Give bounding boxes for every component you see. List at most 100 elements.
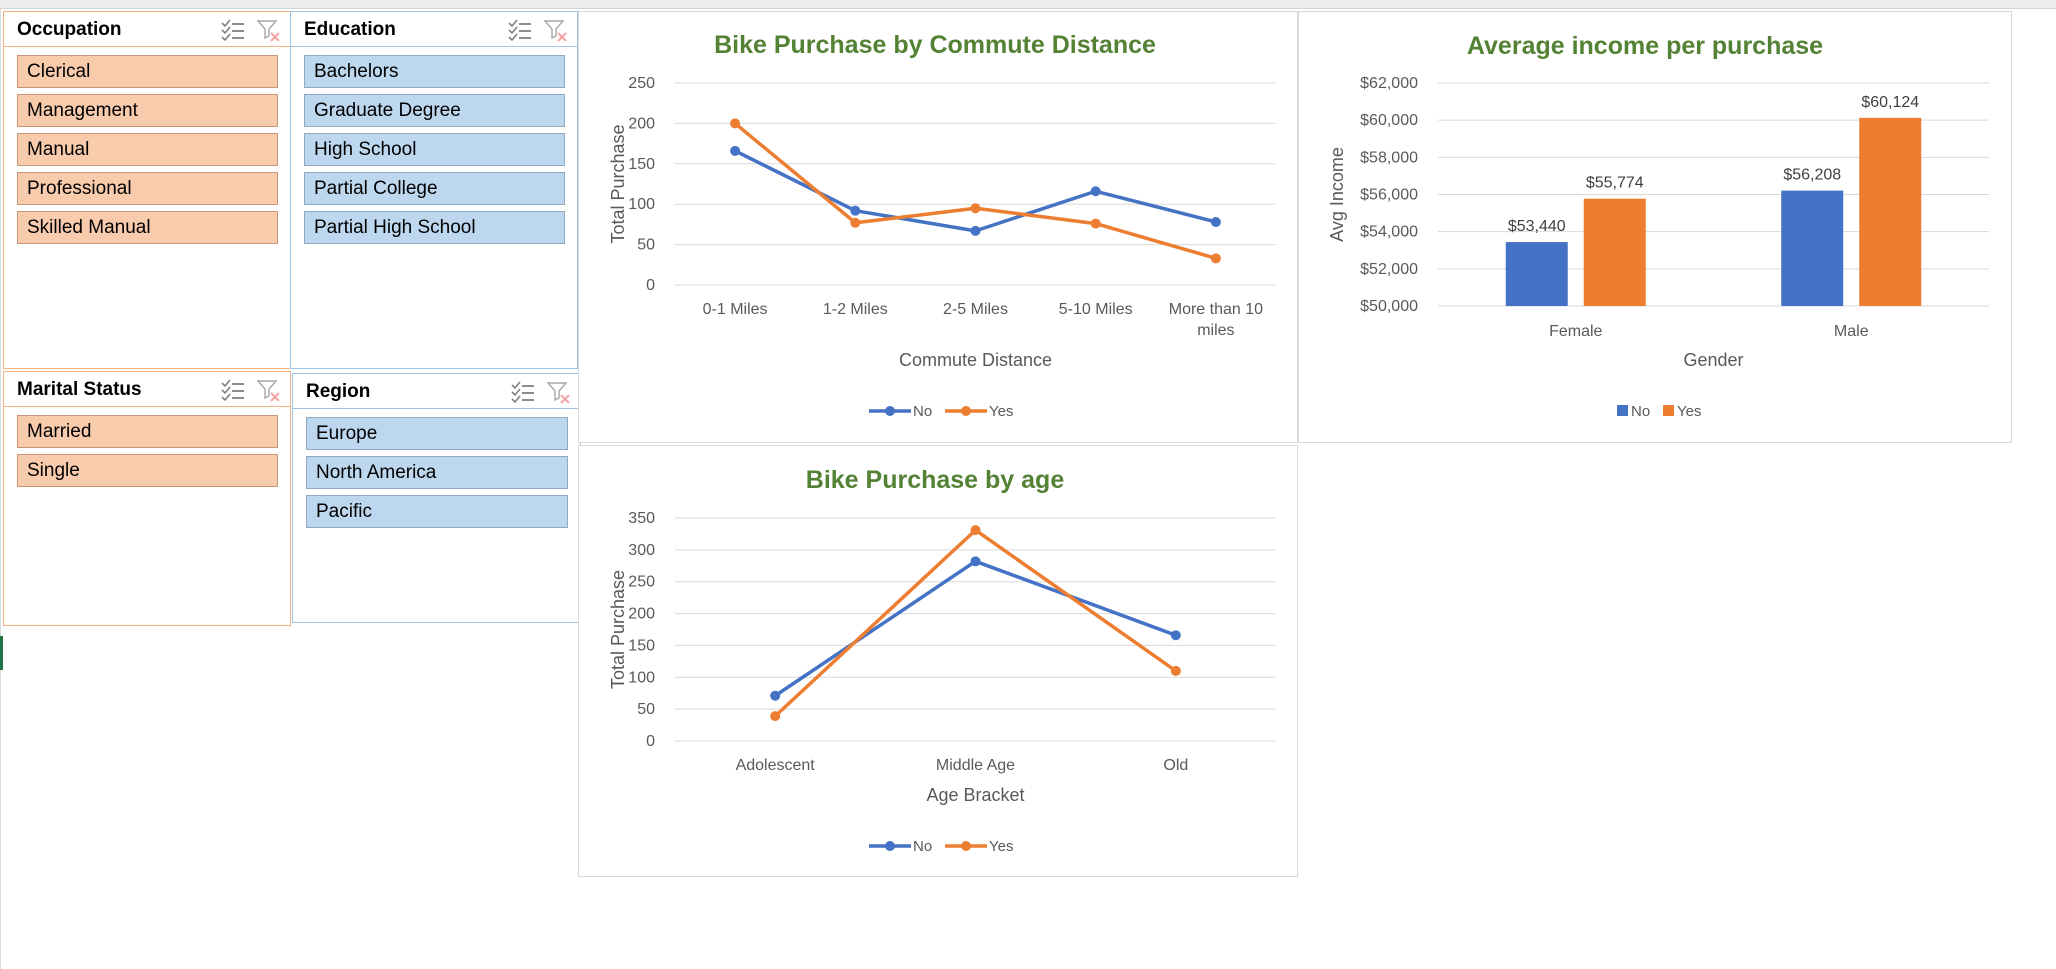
data-point[interactable] [970, 203, 981, 214]
slicer-item[interactable]: Management [17, 94, 278, 127]
commute-chart[interactable]: Bike Purchase by Commute Distance 0 50 100 1… [578, 11, 1298, 443]
data-label: $53,440 [1508, 218, 1566, 235]
series-line-no[interactable] [734, 149, 1217, 233]
legend-label: No [913, 403, 932, 420]
clear-filter-icon[interactable] [256, 18, 282, 42]
slicer-marital-status[interactable]: Marital Status Married Single [3, 371, 291, 626]
chart-svg: Bike Purchase by Commute Distance 0 50 100 1… [608, 31, 1276, 420]
slicer-education[interactable]: Education Bachelors Graduate Degree High Sc… [290, 11, 578, 369]
clear-filter-icon[interactable] [256, 378, 282, 402]
y-tick-label: 200 [628, 115, 655, 132]
data-point[interactable] [970, 556, 981, 567]
data-label: $55,774 [1586, 175, 1644, 192]
y-tick-label: 0 [646, 277, 655, 294]
y-tick-label: 0 [646, 733, 655, 750]
data-point[interactable] [730, 118, 741, 129]
slicer-title: Region [306, 381, 371, 402]
data-point[interactable] [970, 225, 981, 236]
x-tick-label: 2-5 Miles [943, 301, 1008, 318]
x-tick-label: More than 10 miles [1169, 301, 1263, 339]
legend-swatch [1617, 405, 1628, 416]
x-tick-label: 5-10 Miles [1059, 301, 1133, 318]
top-border [0, 0, 2056, 9]
age-chart[interactable]: Bike Purchase by age 0 50 100 150 200 250 300 35… [578, 445, 1298, 877]
slicer-header: Education [291, 12, 577, 47]
slicer-item[interactable]: Partial College [304, 172, 565, 205]
slicer-item[interactable]: Skilled Manual [17, 211, 278, 244]
slicer-items: Europe North America Pacific [306, 417, 568, 534]
data-point[interactable] [1090, 218, 1101, 229]
chart-title: Bike Purchase by Commute Distance [714, 31, 1156, 59]
data-point[interactable] [770, 690, 781, 701]
slicer-items: Married Single [17, 415, 278, 493]
slicer-item[interactable]: Pacific [306, 495, 568, 528]
legend-swatch [1663, 405, 1674, 416]
legend-marker [961, 406, 971, 416]
y-tick-label: 250 [628, 75, 655, 92]
legend-marker [885, 841, 895, 851]
multi-select-icon[interactable] [220, 18, 246, 42]
bar-yes[interactable] [1583, 198, 1646, 306]
y-tick-label: 100 [628, 669, 655, 686]
bar-yes[interactable] [1859, 117, 1922, 306]
data-point[interactable] [850, 217, 861, 228]
slicer-items: Clerical Management Manual Professional Skil… [17, 55, 278, 250]
chart-title: Average income per purchase [1467, 32, 1823, 60]
legend-label: Yes [989, 838, 1013, 855]
clear-filter-icon[interactable] [546, 380, 572, 404]
multi-select-icon[interactable] [510, 380, 536, 404]
slicer-item[interactable]: Manual [17, 133, 278, 166]
y-tick-label: $54,000 [1360, 224, 1418, 241]
data-point[interactable] [770, 711, 781, 722]
data-label: $56,208 [1783, 167, 1841, 184]
legend-label: Yes [989, 403, 1013, 420]
series-line-yes[interactable] [733, 122, 1217, 261]
slicer-item[interactable]: High School [304, 133, 565, 166]
y-tick-label: $60,000 [1360, 112, 1418, 129]
y-tick-label: 100 [628, 196, 655, 213]
clear-filter-icon[interactable] [543, 18, 569, 42]
legend-label: No [913, 838, 932, 855]
slicer-item[interactable]: Single [17, 454, 278, 487]
multi-select-icon[interactable] [507, 18, 533, 42]
multi-select-icon[interactable] [220, 378, 246, 402]
chart-svg: Bike Purchase by age 0 50 100 150 200 250 300 35… [608, 466, 1276, 855]
x-tick-label: Old [1163, 757, 1188, 774]
y-tick-label: 150 [628, 637, 655, 654]
y-tick-label: 150 [628, 156, 655, 173]
legend-marker [885, 406, 895, 416]
data-point[interactable] [1210, 216, 1221, 227]
income-chart[interactable]: Average income per purchase $50,000 $52,00… [1298, 11, 2012, 443]
slicer-region[interactable]: Region Europe North America Pacific [292, 373, 581, 623]
data-point[interactable] [1170, 630, 1181, 641]
data-point[interactable] [970, 525, 981, 536]
data-point[interactable] [1090, 186, 1101, 197]
x-axis-label: Age Bracket [926, 785, 1024, 805]
x-tick-label: Male [1834, 323, 1869, 340]
slicer-item[interactable]: Partial High School [304, 211, 565, 244]
slicer-item[interactable]: Bachelors [304, 55, 565, 88]
slicer-item[interactable]: Professional [17, 172, 278, 205]
data-point[interactable] [1170, 665, 1181, 676]
data-point[interactable] [1210, 253, 1221, 264]
slicer-header: Occupation [4, 12, 290, 47]
y-tick-label: 350 [628, 510, 655, 527]
data-point[interactable] [850, 205, 861, 216]
bar-no[interactable] [1505, 242, 1568, 306]
y-tick-label: $50,000 [1360, 298, 1418, 315]
slicer-item[interactable]: Clerical [17, 55, 278, 88]
slicer-title: Marital Status [17, 379, 142, 400]
data-point[interactable] [730, 145, 741, 156]
slicer-item[interactable]: Married [17, 415, 278, 448]
bar-no[interactable] [1781, 190, 1844, 306]
y-tick-label: 50 [637, 701, 655, 718]
y-tick-label: 250 [628, 574, 655, 591]
slicer-items: Bachelors Graduate Degree High School Parti… [304, 55, 565, 250]
slicer-occupation[interactable]: Occupation Clerical Management Manual Profes… [3, 11, 291, 369]
x-axis-label: Commute Distance [899, 350, 1052, 370]
slicer-item[interactable]: Europe [306, 417, 568, 450]
data-label: $60,124 [1861, 94, 1919, 111]
slicer-item[interactable]: North America [306, 456, 568, 489]
slicer-item[interactable]: Graduate Degree [304, 94, 565, 127]
x-axis-label: Gender [1683, 350, 1743, 370]
